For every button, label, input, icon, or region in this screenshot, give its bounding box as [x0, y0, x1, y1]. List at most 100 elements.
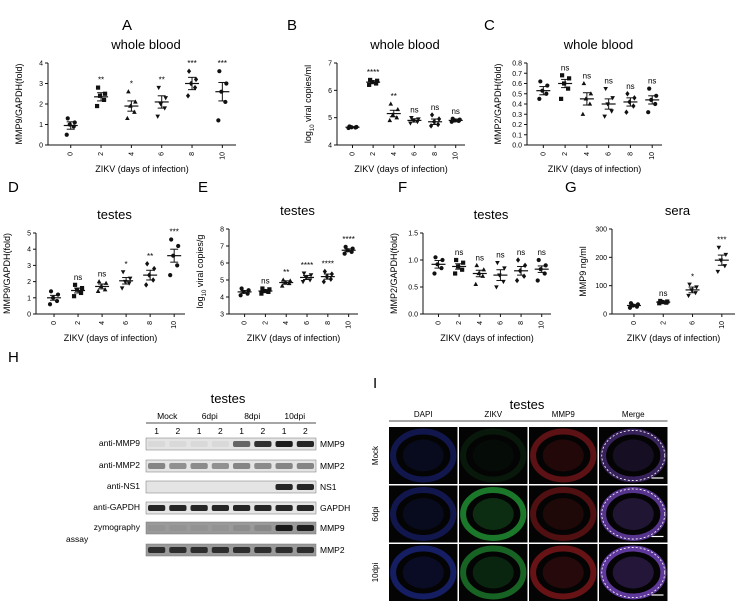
data-point-triangle-down: [494, 285, 499, 290]
data-point-triangle-down: [715, 269, 721, 275]
data-point-circle: [175, 263, 180, 268]
panel-letter: H: [8, 349, 19, 366]
panel-letter: B: [287, 17, 297, 34]
significance-label: ns: [431, 103, 439, 112]
y-tick-label: 0.5: [408, 285, 418, 292]
data-point-triangle-down: [686, 293, 691, 299]
data-point-circle: [536, 257, 541, 263]
data-point-square: [454, 257, 459, 263]
y-tick-label: 3: [220, 312, 224, 319]
x-tick-label: 10: [719, 321, 726, 329]
data-point-triangle-down: [155, 114, 161, 119]
x-tick-label: 10: [649, 152, 656, 160]
blot-band: [296, 525, 314, 531]
blot-band: [296, 547, 314, 553]
significance-label: ns: [98, 270, 106, 279]
blot-row-label: anti-GAPDH: [93, 502, 140, 512]
x-tick-label: 0: [540, 152, 547, 156]
data-point-square: [559, 96, 564, 101]
blot-group-label: 10dpi: [284, 411, 305, 421]
blot-band: [148, 441, 166, 447]
significance-label: ****: [301, 261, 313, 270]
data-point-triangle: [588, 91, 594, 96]
significance-label: ns: [648, 77, 656, 86]
blot-band: [275, 547, 293, 553]
blot-band: [233, 441, 251, 447]
y-tick-label: 5: [328, 115, 332, 122]
blot-group-label: Mock: [157, 411, 178, 421]
data-point-circle: [440, 257, 445, 263]
tubule-signal: [530, 487, 597, 541]
y-axis-label: log10 viral copies/ml: [303, 65, 316, 143]
lane-label: 2: [176, 426, 181, 436]
data-point-circle: [647, 86, 652, 91]
y-tick-label: 1.5: [408, 231, 418, 238]
blot-row-label: anti-NS1: [107, 481, 140, 491]
data-point-diamond: [428, 123, 434, 129]
blot-title: testes: [211, 391, 246, 406]
y-axis-label: MMP9 ng/ml: [578, 246, 588, 297]
data-point-triangle: [480, 273, 486, 278]
tubule-signal: [390, 487, 457, 541]
lumen-signal: [473, 440, 514, 472]
tubule-outline: [601, 430, 666, 481]
data-point-circle: [342, 251, 347, 256]
micro-row-label: 10dpi: [371, 562, 380, 582]
significance-label: ***: [717, 235, 726, 244]
x-tick-label: 4: [477, 321, 484, 325]
data-point-diamond: [514, 277, 520, 284]
data-point-square: [460, 267, 465, 272]
blot-protein-label: MMP9: [320, 523, 345, 533]
y-tick-label: 0: [39, 143, 43, 150]
blot-band: [296, 505, 314, 511]
blot-band: [275, 441, 293, 447]
x-tick-label: 2: [262, 321, 269, 325]
significance-label: ****: [367, 68, 379, 77]
data-point-triangle: [96, 279, 102, 284]
significance-label: **: [147, 252, 153, 261]
x-axis-label: ZIKV (days of infection): [627, 333, 721, 343]
data-point-square: [461, 260, 466, 265]
blot-band: [148, 547, 166, 553]
data-point-diamond: [429, 112, 435, 118]
y-axis-label: MMP2/GAPDH(fold): [389, 233, 399, 314]
data-point-triangle-down: [158, 102, 164, 107]
significance-label: ns: [74, 273, 82, 282]
data-point-circle: [54, 298, 60, 304]
micro-row-label: Mock: [371, 445, 380, 465]
data-point-circle: [543, 263, 548, 268]
x-tick-label: 0: [68, 152, 75, 156]
significance-label: ns: [537, 248, 545, 257]
blot-band: [275, 505, 293, 511]
data-point-circle: [169, 237, 174, 242]
blot-band: [169, 505, 187, 511]
data-point-triangle-down: [502, 266, 507, 271]
data-point-circle: [646, 110, 651, 115]
blot-band: [190, 525, 208, 531]
significance-label: ns: [583, 72, 591, 81]
blot-band: [211, 525, 229, 531]
x-tick-label: 6: [159, 152, 166, 156]
lumen-signal: [612, 556, 654, 589]
x-tick-label: 0: [631, 321, 638, 325]
lane-label: 1: [197, 426, 202, 436]
x-tick-label: 0: [51, 321, 58, 325]
significance-label: ***: [218, 59, 227, 68]
x-axis-label: ZIKV (days of infection): [95, 164, 189, 174]
data-point-triangle-down: [687, 282, 692, 287]
y-tick-label: 7: [220, 244, 224, 251]
data-point-square: [74, 287, 80, 292]
y-tick-label: 3: [27, 263, 31, 270]
y-tick-label: 3: [39, 81, 43, 88]
data-point-square: [266, 289, 271, 294]
lane-label: 1: [282, 426, 287, 436]
micro-image: [459, 544, 528, 601]
blot-strip: [145, 437, 317, 451]
x-tick-label: 8: [518, 321, 525, 325]
lumen-signal: [402, 498, 444, 530]
significance-label: ***: [187, 59, 196, 68]
